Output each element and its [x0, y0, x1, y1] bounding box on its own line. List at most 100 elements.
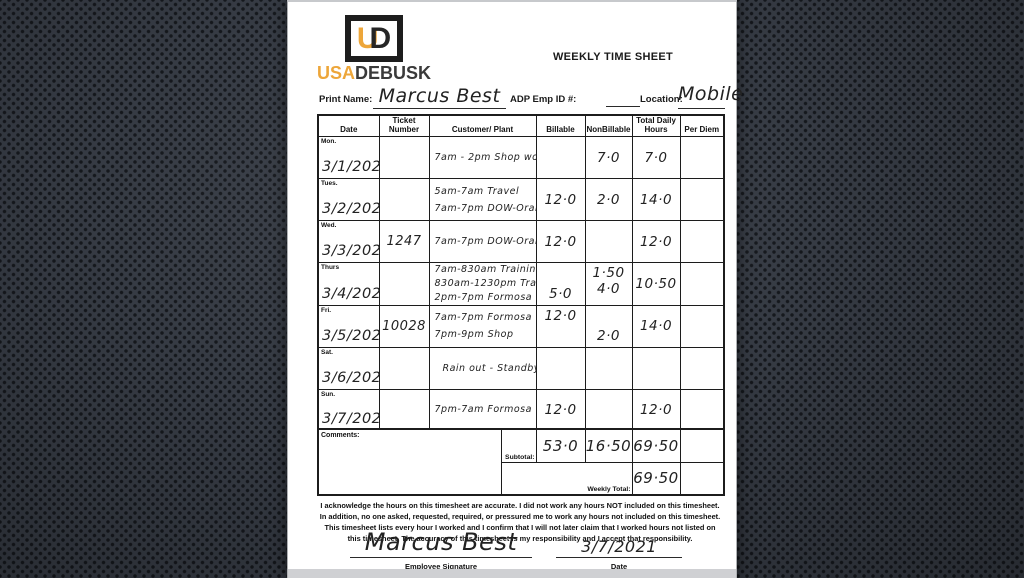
nonbillable-entry: 4·0 — [597, 281, 620, 298]
print-name-label: Print Name: — [319, 94, 373, 105]
logo-letter-u: U — [356, 21, 379, 55]
date-cell: Thurs 3/4/2021 — [317, 262, 380, 306]
print-name-value: Marcus Best — [373, 85, 506, 109]
nonbillable-cell: 7·0 — [584, 136, 633, 180]
nonbillable-cell — [584, 388, 633, 432]
date-cell: Sun. 3/7/2021 — [317, 388, 380, 432]
ticket-cell: 10028 — [378, 304, 430, 348]
subtotal-billable: 53·0 — [535, 428, 586, 463]
date-cell: Tues. 3/2/2021 — [317, 178, 380, 222]
customer-cell: 7am-830am Training 830am-1230pm Travel 2… — [428, 262, 537, 306]
per-diem-cell — [679, 136, 725, 180]
billable-cell: 12·0 — [535, 220, 586, 264]
billable-cell — [535, 346, 586, 390]
ticket-cell — [378, 262, 430, 306]
page-bottom-edge — [288, 569, 736, 578]
document-title: WEEKLY TIME SHEET — [552, 51, 673, 63]
nonbillable-cell: 2·0 — [584, 304, 633, 348]
ticket-cell — [378, 346, 430, 390]
brand-name: USADEBUSK — [317, 63, 431, 84]
ticket-cell — [378, 136, 430, 180]
nonbillable-cell — [584, 220, 633, 264]
subtotal-total: 69·50 — [631, 428, 681, 463]
day-label: Tues. — [321, 180, 338, 188]
weekly-total-label: Weekly Total: — [500, 461, 633, 496]
col-header-per-diem: Per Diem — [679, 114, 725, 138]
day-label: Mon. — [321, 138, 337, 146]
day-label: Wed. — [321, 222, 337, 230]
ticket-cell — [378, 388, 430, 432]
customer-entry: 7am-7pm DOW-Orange — [434, 202, 536, 214]
table-row-thursday: Thurs 3/4/2021 7am-830am Training 830am-… — [317, 262, 725, 306]
billable-cell: 12·0 — [535, 388, 586, 432]
day-label: Fri. — [321, 306, 332, 314]
date-cell: Wed. 3/3/2021 — [317, 220, 380, 264]
customer-entry: 2pm-7pm Formosa — [434, 291, 533, 303]
table-header-row: Date Ticket Number Customer/ Plant Billa… — [317, 114, 725, 138]
date-cell: Sat. 3/6/2021 — [317, 346, 380, 390]
table-row-sunday: Sun. 3/7/2021 7pm-7am Formosa 12·0 12·0 — [317, 388, 725, 432]
table-row-friday: Fri. 3/5/2021 10028 7am-7pm Formosa 7pm-… — [317, 304, 725, 348]
per-diem-cell — [679, 304, 725, 348]
per-diem-cell — [679, 346, 725, 390]
adp-emp-id-value — [606, 90, 640, 107]
acknowledgment-text: I acknowledge the hours on this timeshee… — [319, 501, 721, 544]
per-diem-cell — [679, 388, 725, 432]
comments-box: Comments: — [317, 428, 502, 496]
customer-cell: 7am-7pm DOW-Orange — [428, 220, 537, 264]
subtotal-label: Subtotal: — [500, 428, 537, 463]
weekly-total-per-diem — [679, 461, 725, 496]
per-diem-cell — [679, 178, 725, 222]
total-hours-cell: 12·0 — [631, 220, 681, 264]
billable-cell: 12·0 — [535, 178, 586, 222]
customer-entry: 7am-7pm Formosa — [434, 312, 532, 324]
col-header-billable: Billable — [535, 114, 586, 138]
day-label: Thurs — [321, 264, 340, 272]
billable-cell — [535, 136, 586, 180]
ticket-cell: 1247 — [378, 220, 430, 264]
total-hours-cell: 10·50 — [631, 262, 681, 306]
date-value: 3/3/2021 — [322, 243, 378, 260]
col-header-ticket: Ticket Number — [378, 114, 430, 138]
customer-entry: 7am-7pm DOW-Orange — [434, 236, 536, 248]
day-label: Sun. — [321, 390, 336, 398]
col-header-nonbillable: NonBillable — [584, 114, 633, 138]
ticket-cell — [378, 178, 430, 222]
adp-emp-id-label: ADP Emp ID #: — [510, 94, 577, 105]
subtotal-per-diem — [679, 428, 725, 463]
col-header-total-daily-hours: Total Daily Hours — [631, 114, 681, 138]
col-header-date: Date — [317, 114, 380, 138]
customer-cell: 7pm-7am Formosa — [428, 388, 537, 432]
customer-cell: 5am-7am Travel 7am-7pm DOW-Orange — [428, 178, 537, 222]
signature-date-value: 3/7/2021 — [556, 537, 682, 558]
employee-signature-value: Marcus Best — [350, 528, 532, 558]
logo-letter-d: D — [369, 21, 392, 55]
customer-cell: Rain out - Standby — [428, 346, 537, 390]
date-value: 3/2/2021 — [322, 201, 378, 218]
nonbillable-cell — [584, 346, 633, 390]
total-hours-cell: 7·0 — [631, 136, 681, 180]
customer-entry: 5am-7am Travel — [434, 185, 520, 197]
location-value: Mobile — [678, 83, 743, 109]
signature-date-label: Date — [610, 562, 628, 571]
billable-cell: 12·0 — [535, 304, 586, 348]
employee-signature-label: Employee Signature — [404, 562, 478, 571]
billable-cell: 5·0 — [535, 262, 586, 306]
subtotal-row: Comments: Subtotal: 53·0 16·50 69·50 — [317, 428, 725, 496]
total-hours-cell: 14·0 — [631, 304, 681, 348]
day-label: Sat. — [321, 348, 333, 356]
customer-entry: 7pm-7am Formosa — [434, 404, 532, 416]
subtotal-nonbillable: 16·50 — [584, 428, 633, 463]
date-cell: Fri. 3/5/2021 — [317, 304, 380, 348]
col-header-customer: Customer/ Plant — [428, 114, 537, 138]
weekly-total-row: Weekly Total: 69·50 — [318, 461, 725, 496]
timesheet-table: Date Ticket Number Customer/ Plant Billa… — [317, 114, 725, 433]
date-value: 3/7/2021 — [322, 411, 378, 428]
customer-entry: Rain out - Standby — [442, 362, 536, 374]
customer-cell: 7am-7pm Formosa 7pm-9pm Shop — [428, 304, 537, 348]
table-row-wednesday: Wed. 3/3/2021 1247 7am-7pm DOW-Orange 12… — [317, 220, 725, 264]
nonbillable-cell: 2·0 — [584, 178, 633, 222]
total-hours-cell: 14·0 — [631, 178, 681, 222]
timesheet-document: U D USADEBUSK WEEKLY TIME SHEET Print Na… — [287, 0, 743, 578]
weekly-total-value: 69·50 — [631, 461, 681, 496]
